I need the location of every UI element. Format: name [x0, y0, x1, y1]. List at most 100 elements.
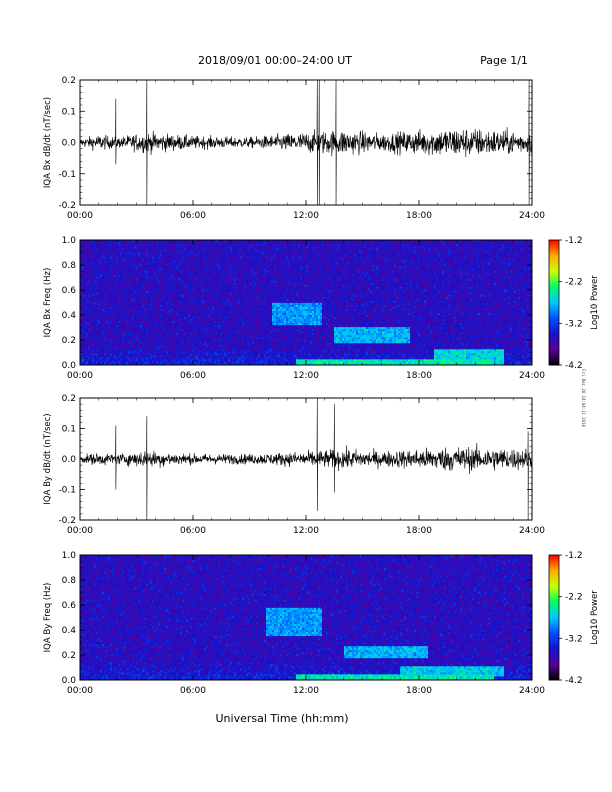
spectrogram-cell — [100, 286, 103, 289]
spectrogram-cell — [102, 276, 105, 279]
spectrogram-cell — [110, 344, 113, 348]
spectrogram-cell — [94, 312, 97, 315]
spectrogram-cell — [172, 288, 175, 291]
spectrogram-cell — [140, 294, 143, 297]
spectrogram-cell — [160, 334, 163, 338]
spectrogram-cell — [146, 306, 149, 309]
spectrogram-cell — [144, 290, 147, 293]
spectrogram-cell — [84, 312, 87, 315]
spectrogram-cell — [122, 286, 125, 289]
spectrogram-cell — [108, 360, 111, 364]
spectrogram-cell — [124, 242, 127, 245]
spectrogram-cell — [94, 244, 97, 247]
spectrogram-cell — [174, 266, 177, 269]
spectrogram-cell — [134, 310, 137, 313]
spectrogram-cell — [82, 244, 85, 247]
spectrogram-cell — [100, 328, 103, 332]
spectrogram-cell — [158, 344, 161, 348]
spectrogram-cell — [90, 272, 93, 275]
spectrogram-cell — [168, 310, 171, 313]
y-tick-label: 0.2 — [62, 76, 76, 86]
spectrogram-cell — [122, 312, 125, 315]
spectrogram-cell — [116, 274, 119, 277]
spectrogram-cell — [170, 350, 173, 354]
spectrogram-cell — [160, 296, 163, 299]
spectrogram-cell — [156, 310, 159, 313]
spectrogram-cell — [160, 276, 163, 279]
spectrogram-cell — [136, 358, 139, 362]
spectrogram-cell — [156, 284, 159, 287]
spectrogram-cell — [164, 346, 167, 350]
spectrogram-cell — [108, 270, 111, 273]
spectrogram-cell — [150, 312, 153, 315]
spectrogram-cell — [118, 296, 121, 299]
spectrogram-cell — [170, 252, 173, 255]
spectrogram-cell — [170, 278, 173, 281]
spectrogram-cell — [110, 248, 113, 251]
spectrogram-cell — [130, 268, 133, 271]
spectrogram-cell — [82, 292, 85, 295]
spectrogram-cell — [164, 314, 167, 318]
spectrogram-cell — [130, 328, 133, 332]
spectrogram-cell — [124, 356, 127, 360]
spectrogram-cell — [128, 320, 131, 324]
spectrogram-cell — [96, 276, 99, 279]
spectrogram-cell — [118, 346, 121, 350]
spectrogram-cell — [150, 350, 153, 354]
spectrogram-cell — [106, 302, 109, 305]
spectrogram-cell — [168, 314, 171, 318]
spectrogram-cell — [162, 254, 165, 257]
spectrogram-cell — [134, 352, 137, 356]
spectrogram-cell — [104, 298, 107, 301]
spectrogram-cell — [152, 250, 155, 253]
spectrogram-cell — [152, 324, 155, 328]
spectrogram-cell — [136, 306, 139, 309]
spectrogram-cell — [148, 246, 151, 249]
spectrogram-cell — [104, 288, 107, 291]
spectrogram-cell — [124, 278, 127, 281]
spectrogram-cell — [100, 292, 103, 295]
spectrogram-cell — [82, 262, 85, 265]
spectrogram-cell — [154, 292, 157, 295]
spectrogram-cell — [170, 298, 173, 301]
spectrogram-cell — [150, 248, 153, 251]
spectrogram-cell — [146, 340, 149, 344]
spectrogram-cell — [178, 302, 181, 305]
spectrogram-cell — [84, 334, 87, 338]
spectrogram-cell — [124, 316, 127, 320]
spectrogram-cell — [160, 240, 163, 243]
spectrogram-cell — [138, 260, 141, 263]
spectrogram-cell — [144, 240, 147, 243]
spectrogram-cell — [142, 358, 145, 362]
spectrogram-cell — [174, 362, 177, 366]
spectrogram-cell — [106, 358, 109, 362]
spectrogram-cell — [154, 338, 157, 342]
spectrogram-cell — [82, 340, 85, 344]
spectrogram-cell — [86, 360, 89, 364]
spectrogram-cell — [154, 346, 157, 350]
spectrogram-cell — [152, 272, 155, 275]
spectrogram-cell — [132, 356, 135, 360]
spectrogram-cell — [88, 314, 91, 318]
spectrogram-cell — [90, 342, 93, 346]
spectrogram-cell — [154, 306, 157, 309]
spectrogram-cell — [176, 318, 179, 322]
spectrogram-cell — [110, 354, 113, 358]
spectrogram-cell — [164, 254, 167, 257]
spectrogram-cell — [114, 348, 117, 352]
spectrogram-cell — [144, 278, 147, 281]
spectrogram-cell — [110, 316, 113, 320]
spectrogram-cell — [172, 316, 175, 320]
spectrogram-cell — [110, 336, 113, 340]
spectrogram-cell — [92, 262, 95, 265]
spectrogram-cell — [124, 280, 127, 283]
spectrogram-cell — [164, 322, 167, 326]
spectrogram-cell — [98, 332, 101, 336]
spectrogram-cell — [126, 334, 129, 338]
spectrogram-cell — [162, 322, 165, 326]
spectrogram-cell — [108, 328, 111, 332]
spectrogram-cell — [136, 284, 139, 287]
spectrogram-cell — [150, 256, 153, 259]
spectrogram-cell — [150, 314, 153, 318]
spectrogram-cell — [162, 342, 165, 346]
